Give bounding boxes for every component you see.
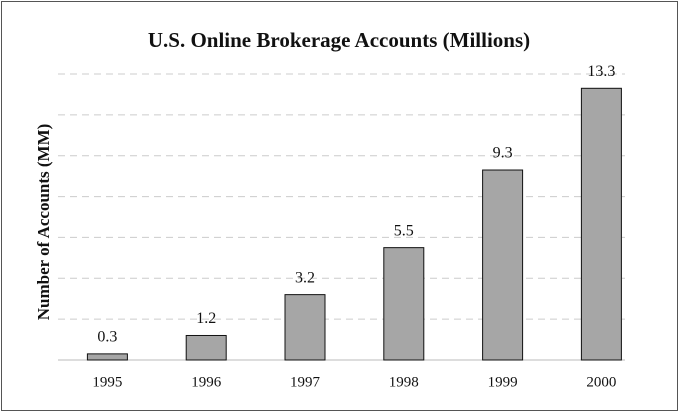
value-label: 13.3 [587, 63, 615, 80]
value-label: 0.3 [97, 329, 117, 346]
x-tick-label: 2000 [586, 374, 616, 390]
x-tick-label: 1995 [92, 374, 122, 390]
x-tick-label: 1996 [191, 374, 222, 390]
x-tick-label: 1999 [488, 374, 518, 390]
value-label: 9.3 [493, 145, 513, 162]
bar [383, 247, 425, 361]
bar [185, 334, 227, 361]
x-tick-label: 1997 [290, 374, 321, 390]
chart-title: U.S. Online Brokerage Accounts (Millions… [148, 28, 530, 52]
bar [580, 87, 622, 361]
y-axis-label: Number of Accounts (MM) [34, 124, 53, 321]
value-label: 3.2 [295, 269, 315, 286]
value-label: 5.5 [394, 222, 414, 239]
bar [482, 169, 524, 361]
value-label: 1.2 [196, 310, 216, 327]
bar [284, 294, 326, 361]
x-tick-label: 1998 [389, 374, 419, 390]
bar [86, 353, 128, 361]
